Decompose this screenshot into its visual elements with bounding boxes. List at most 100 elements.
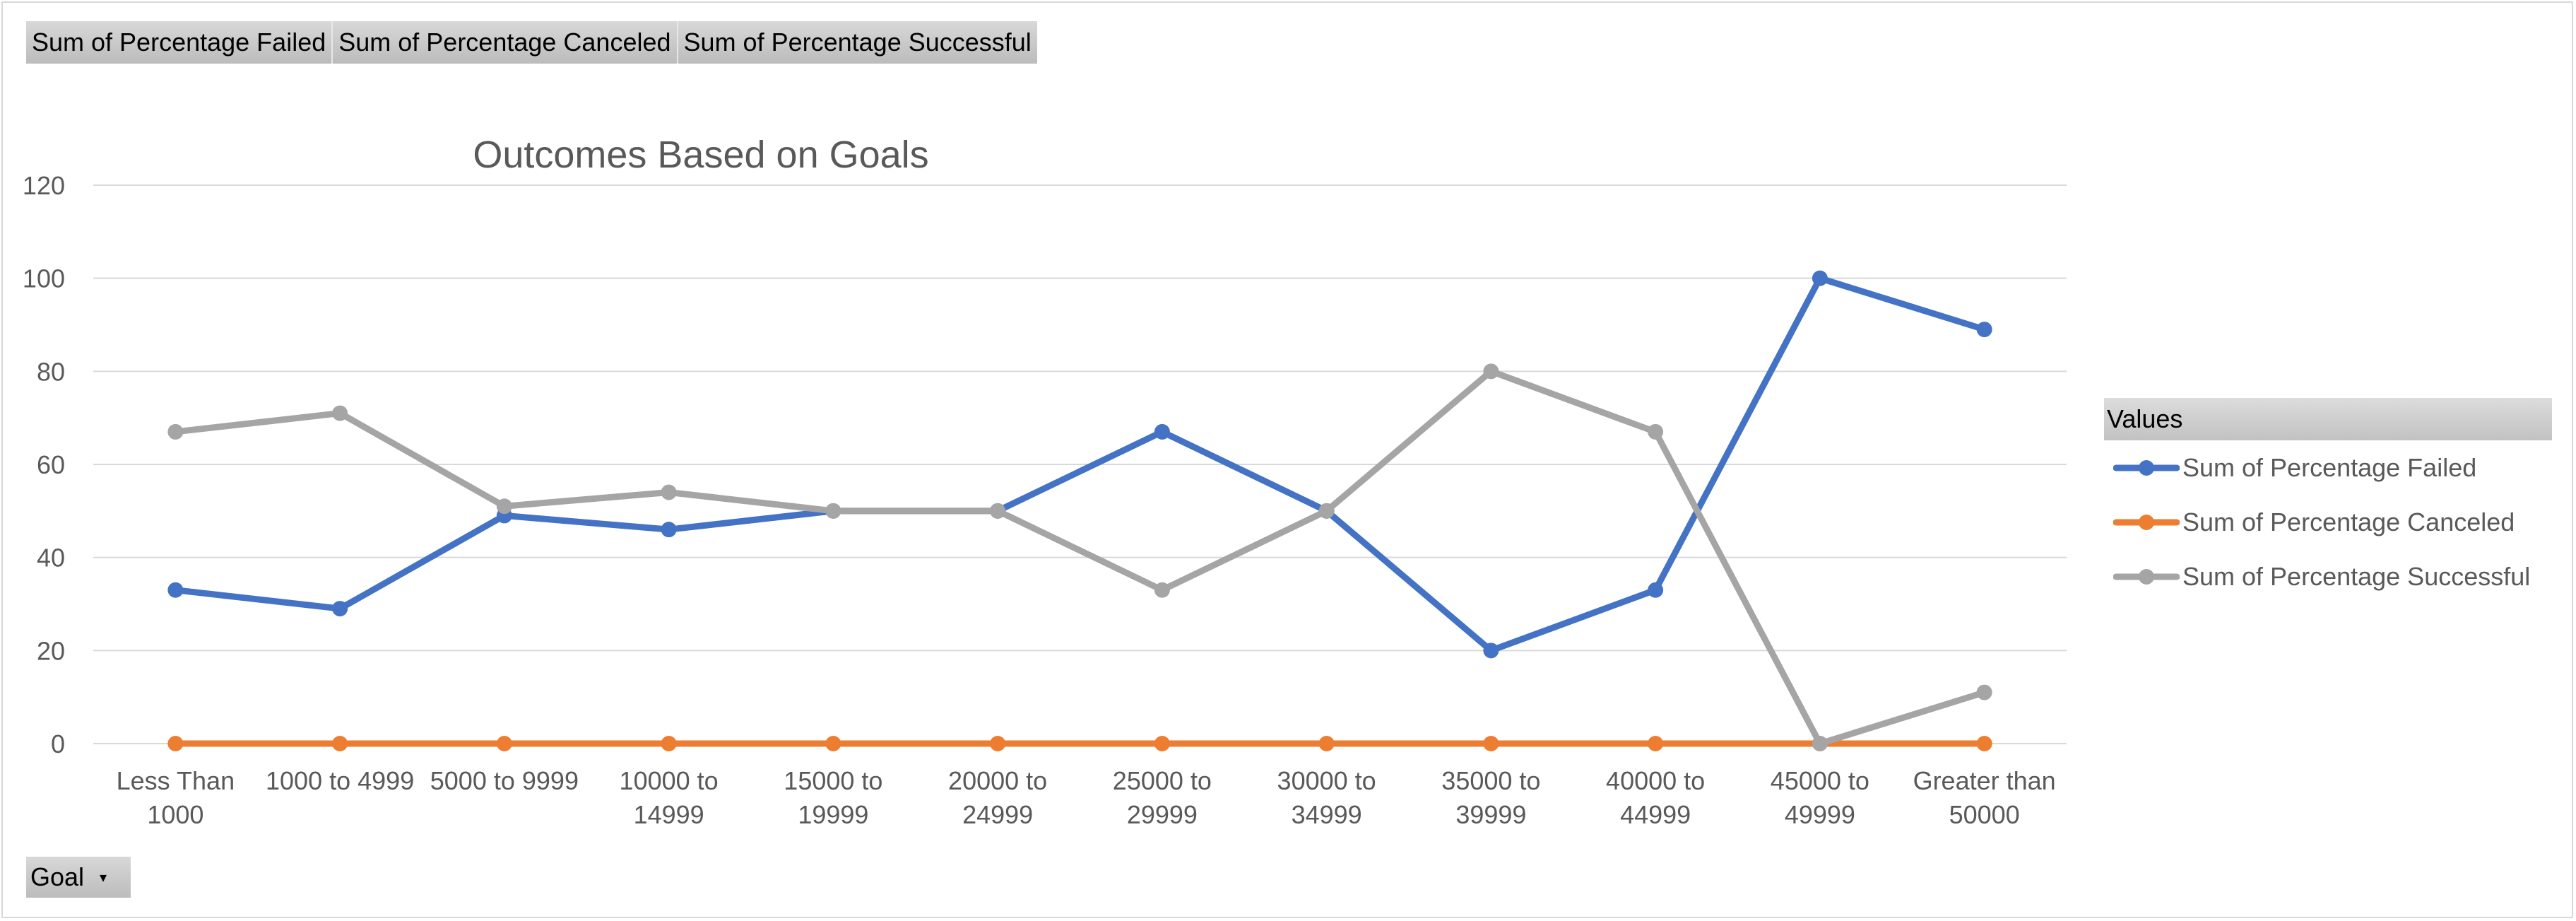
legend-item: Sum of Percentage Failed — [2104, 440, 2552, 495]
field-button-failed[interactable]: Sum of Percentage Failed — [26, 21, 333, 64]
x-tick-label-line: 50000 — [1949, 800, 2020, 829]
x-tick-label-line: 34999 — [1292, 800, 1362, 829]
x-tick-label: 20000 to 24999 — [948, 766, 1047, 829]
data-point — [1812, 270, 1828, 286]
legend-item: Sum of Percentage Canceled — [2104, 495, 2552, 549]
data-point — [1154, 582, 1170, 598]
legend: Values Sum of Percentage Failed Sum of Pe… — [2104, 398, 2552, 604]
x-tick-label-line: 19999 — [798, 800, 868, 829]
x-tick-label: Less Than 1000 — [117, 766, 235, 829]
data-point — [332, 601, 348, 617]
x-tick-label-line: 39999 — [1455, 800, 1526, 829]
data-point — [990, 736, 1006, 751]
data-point — [496, 498, 512, 515]
x-tick-label-line: 49999 — [1785, 800, 1855, 829]
data-point — [1483, 643, 1499, 659]
data-point — [1976, 322, 1992, 338]
legend-title[interactable]: Values — [2104, 398, 2552, 440]
data-point — [167, 736, 184, 751]
y-tick-label: 100 — [23, 264, 65, 293]
x-tick-label: 30000 to 34999 — [1277, 766, 1376, 829]
x-tick-label-line: 29999 — [1127, 800, 1198, 829]
x-tick-label-line: 15000 to — [784, 766, 882, 795]
chart-title: Outcomes Based on Goals — [473, 134, 928, 176]
x-tick-label-line: 1000 — [147, 800, 203, 829]
data-point — [661, 736, 677, 751]
dropdown-arrow-icon: ▾ — [100, 869, 107, 886]
data-point — [1318, 503, 1335, 519]
legend-swatch — [2113, 568, 2180, 585]
legend-items: Sum of Percentage Failed Sum of Percentag… — [2104, 440, 2552, 604]
x-tick-label-line: 10000 to — [620, 766, 719, 795]
data-point — [332, 736, 348, 751]
y-tick-label: 0 — [51, 729, 65, 758]
x-tick-label-line: 44999 — [1620, 800, 1691, 829]
data-point — [1648, 736, 1664, 751]
x-tick-label: 45000 to 49999 — [1771, 766, 1869, 829]
data-point — [167, 423, 184, 440]
y-tick-label: 80 — [37, 357, 65, 386]
x-tick-label-line: 20000 to — [948, 766, 1047, 795]
x-tick-label-line: 5000 to 9999 — [430, 766, 579, 795]
goal-filter-label: Goal — [30, 862, 85, 891]
series-2 — [167, 363, 1992, 751]
x-tick-label-line: 1000 to 4999 — [266, 766, 414, 795]
data-point — [661, 522, 677, 538]
data-point — [825, 736, 841, 751]
x-tick-label-line: 14999 — [634, 800, 704, 829]
y-axis: 0 20 40 60 80 100 120 — [23, 171, 65, 758]
legend-label: Sum of Percentage Failed — [2182, 452, 2477, 482]
data-point — [496, 736, 512, 751]
data-point — [1648, 582, 1664, 598]
y-tick-label: 20 — [37, 636, 65, 665]
x-tick-label: 40000 to 44999 — [1606, 766, 1705, 829]
x-tick-label: Greater than 50000 — [1913, 766, 2056, 829]
data-point — [661, 484, 677, 500]
x-tick-label-line: 40000 to — [1606, 766, 1705, 795]
legend-item: Sum of Percentage Successful — [2104, 549, 2552, 604]
series-1 — [167, 736, 1992, 751]
series-line — [172, 275, 1988, 654]
x-tick-label: 5000 to 9999 — [430, 766, 579, 795]
y-tick-label: 40 — [37, 544, 65, 573]
x-axis: Less Than 1000 1000 to 4999 5000 to 9999 100… — [117, 766, 2056, 829]
x-tick-label-line: 30000 to — [1277, 766, 1376, 795]
series-line — [172, 368, 1988, 747]
y-tick-label: 120 — [23, 171, 65, 200]
data-point — [167, 582, 184, 598]
legend-swatch — [2113, 459, 2180, 476]
data-point — [1648, 423, 1664, 440]
x-tick-label: 25000 to 29999 — [1113, 766, 1212, 829]
data-point — [1812, 736, 1828, 751]
x-tick-label: 35000 to 39999 — [1441, 766, 1540, 829]
data-point — [1976, 736, 1992, 751]
data-point — [1154, 423, 1170, 440]
field-button-canceled[interactable]: Sum of Percentage Canceled — [333, 21, 678, 64]
x-tick-label: 15000 to 19999 — [784, 766, 882, 829]
value-field-buttons: Sum of Percentage Failed Sum of Percenta… — [26, 21, 1037, 64]
data-point — [1318, 736, 1335, 751]
x-tick-label-line: Less Than — [117, 766, 235, 795]
x-tick-label: 1000 to 4999 — [266, 766, 414, 795]
data-point — [990, 503, 1006, 519]
legend-swatch — [2113, 514, 2180, 530]
data-point — [1154, 736, 1170, 751]
goal-filter-button[interactable]: Goal ▾ — [26, 857, 131, 898]
x-tick-label-line: 25000 to — [1113, 766, 1212, 795]
x-tick-label-line: 24999 — [962, 800, 1033, 829]
data-point — [825, 503, 841, 519]
legend-label: Sum of Percentage Successful — [2182, 561, 2531, 591]
legend-label: Sum of Percentage Canceled — [2182, 507, 2515, 536]
gridlines — [93, 184, 2067, 744]
y-tick-label: 60 — [37, 450, 65, 479]
field-button-successful[interactable]: Sum of Percentage Successful — [678, 21, 1037, 64]
x-tick-label: 10000 to 14999 — [620, 766, 719, 829]
data-point — [332, 405, 348, 421]
x-tick-label-line: 35000 to — [1441, 766, 1540, 795]
x-tick-label-line: Greater than — [1913, 766, 2056, 795]
x-tick-label-line: 45000 to — [1771, 766, 1869, 795]
data-point — [1976, 684, 1992, 700]
series-group — [167, 270, 1992, 751]
